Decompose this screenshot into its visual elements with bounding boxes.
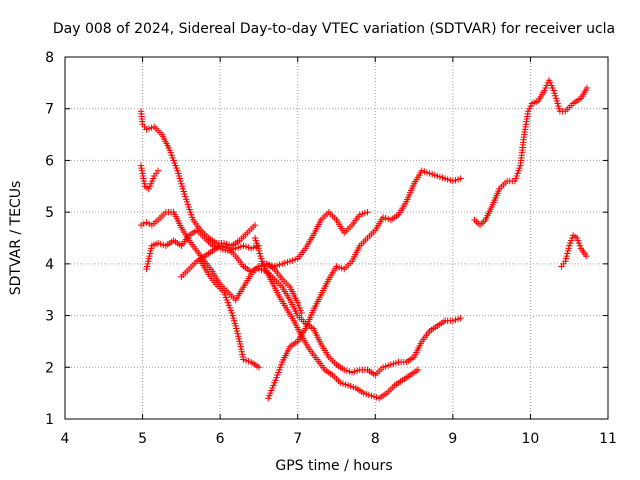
grid-lines — [65, 57, 608, 419]
y-tick-label: 5 — [45, 205, 54, 221]
data-point — [154, 167, 162, 174]
chart-title: Day 008 of 2024, Sidereal Day-to-day VTE… — [53, 21, 615, 37]
y-tick-label: 8 — [45, 50, 54, 66]
data-point — [255, 364, 263, 371]
x-tick-label: 9 — [448, 431, 457, 447]
data-point — [364, 208, 371, 216]
y-tick-label: 2 — [45, 360, 54, 376]
x-tick-label: 8 — [371, 431, 380, 447]
data-point — [137, 221, 145, 229]
data-point — [251, 221, 259, 229]
plot-frame — [64, 56, 609, 420]
data-point — [143, 219, 150, 226]
y-tick-label: 4 — [45, 257, 54, 273]
data-point — [140, 220, 147, 227]
data-point — [583, 252, 590, 260]
y-tick-label: 7 — [45, 102, 54, 118]
x-tick-label: 6 — [216, 431, 225, 447]
y-tick-label: 3 — [45, 309, 54, 325]
y-tick-label: 6 — [45, 153, 54, 169]
y-tick-label: 1 — [45, 412, 54, 428]
data-point — [457, 175, 464, 182]
data-point — [583, 84, 591, 92]
x-axis-label: GPS time / hours — [275, 458, 392, 474]
x-tick-label: 7 — [293, 431, 302, 447]
data-point — [457, 314, 464, 322]
x-tick-label: 11 — [599, 431, 617, 447]
data-points — [137, 77, 591, 402]
y-axis-label: SDTVAR / TECUs — [8, 181, 24, 296]
x-tick-label: 5 — [138, 431, 147, 447]
x-tick-label: 10 — [522, 431, 540, 447]
x-tick-label: 4 — [61, 431, 70, 447]
data-point — [414, 366, 422, 374]
